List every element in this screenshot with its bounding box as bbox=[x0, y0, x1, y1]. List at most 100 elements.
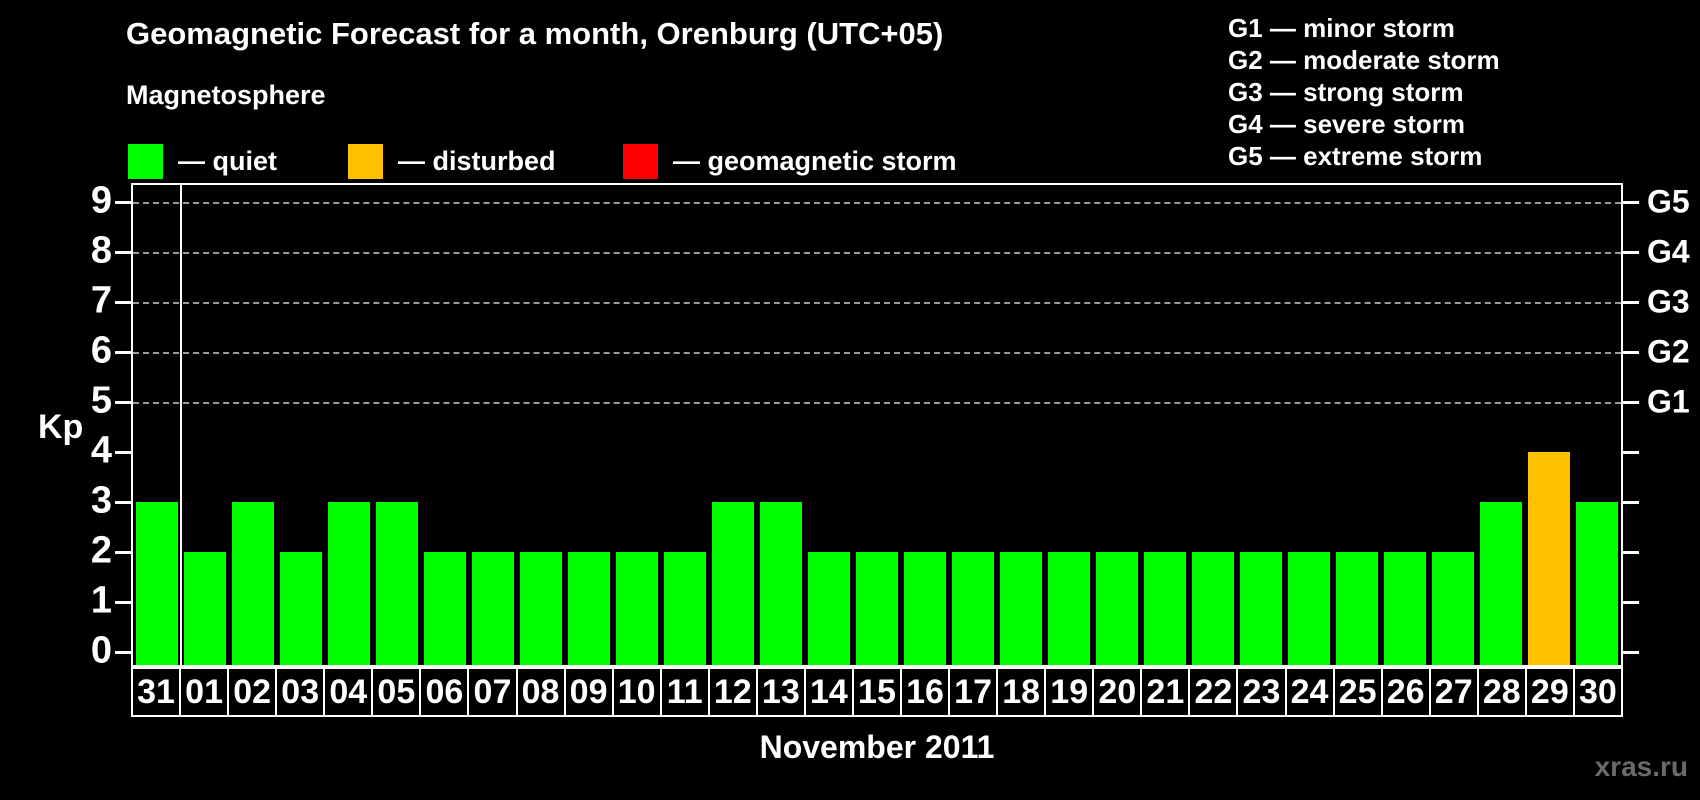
y-tick-label-7: 7 bbox=[90, 279, 112, 322]
plot-area bbox=[131, 183, 1623, 667]
kp-bar-day-28 bbox=[1480, 502, 1522, 665]
kp-axis-label: Kp bbox=[38, 408, 84, 446]
kp-bar-day-20 bbox=[1096, 552, 1138, 665]
legend-item-storm: — geomagnetic storm bbox=[623, 144, 957, 179]
y-tick-label-0: 0 bbox=[90, 629, 112, 672]
day-label-cell-27: 27 bbox=[1431, 669, 1479, 715]
kp-bar-day-04 bbox=[328, 502, 370, 665]
day-label-cell-17: 17 bbox=[950, 669, 999, 715]
day-label-cell-11: 11 bbox=[662, 669, 710, 715]
day-label-cell-16: 16 bbox=[902, 669, 951, 715]
y-tick-left-1 bbox=[115, 601, 131, 604]
y-tick-left-9 bbox=[115, 201, 131, 204]
kp-bar-day-18 bbox=[1000, 552, 1042, 665]
kp-bar-day-16 bbox=[904, 552, 946, 665]
y-tick-label-1: 1 bbox=[90, 579, 112, 622]
kp-bar-day-27 bbox=[1432, 552, 1474, 665]
month-label: November 2011 bbox=[759, 729, 995, 765]
kp-bar-day-15 bbox=[856, 552, 898, 665]
y-tick-left-5 bbox=[115, 401, 131, 404]
y-tick-right-3 bbox=[1623, 501, 1639, 504]
y-tick-left-0 bbox=[115, 651, 131, 654]
g-level-label-g4: G4 bbox=[1647, 233, 1690, 270]
legend-label-storm: — geomagnetic storm bbox=[673, 146, 957, 176]
kp-bar-day-26 bbox=[1384, 552, 1426, 665]
day-label-cell-09: 09 bbox=[566, 669, 614, 715]
storm-scale-line-g2: G2 — moderate storm bbox=[1228, 45, 1500, 75]
kp-bar-day-14 bbox=[808, 552, 850, 665]
kp-bar-day-29 bbox=[1528, 452, 1570, 665]
chart-title: Geomagnetic Forecast for a month, Orenbu… bbox=[126, 16, 944, 51]
g-level-label-g2: G2 bbox=[1647, 333, 1690, 370]
y-tick-right-5 bbox=[1623, 401, 1639, 404]
kp-bar-day-21 bbox=[1144, 552, 1186, 665]
y-tick-right-8 bbox=[1623, 251, 1639, 254]
y-tick-label-5: 5 bbox=[90, 379, 112, 422]
day-label-cell-22: 22 bbox=[1190, 669, 1239, 715]
kp-bar-day-08 bbox=[520, 552, 562, 665]
gridline-kp8 bbox=[133, 252, 1621, 254]
kp-bar-day-10 bbox=[616, 552, 658, 665]
y-tick-left-8 bbox=[115, 251, 131, 254]
day-label-cell-03: 03 bbox=[277, 669, 326, 715]
storm-scale-line-g5: G5 — extreme storm bbox=[1228, 141, 1483, 171]
y-tick-label-2: 2 bbox=[90, 529, 112, 572]
kp-bar-day-24 bbox=[1288, 552, 1330, 665]
y-tick-right-4 bbox=[1623, 451, 1639, 454]
storm-scale-legend: G1 — minor storm G2 — moderate storm G3 … bbox=[1228, 12, 1500, 172]
g-level-label-g1: G1 bbox=[1647, 383, 1690, 420]
month-separator bbox=[180, 185, 182, 665]
day-label-cell-20: 20 bbox=[1094, 669, 1143, 715]
g-level-label-g3: G3 bbox=[1647, 283, 1690, 320]
day-label-cell-01: 01 bbox=[181, 669, 230, 715]
day-label-cell-05: 05 bbox=[373, 669, 422, 715]
magnetosphere-subtitle: Magnetosphere bbox=[126, 80, 326, 110]
day-label-cell-06: 06 bbox=[421, 669, 470, 715]
kp-bar-day-09 bbox=[568, 552, 610, 665]
day-label-cell-31: 31 bbox=[133, 669, 182, 715]
day-label-cell-23: 23 bbox=[1238, 669, 1287, 715]
y-tick-right-1 bbox=[1623, 601, 1639, 604]
gridline-kp9 bbox=[133, 202, 1621, 204]
y-tick-label-9: 9 bbox=[90, 179, 112, 222]
kp-bar-day-05 bbox=[376, 502, 418, 665]
kp-bar-day-07 bbox=[472, 552, 514, 665]
y-tick-right-6 bbox=[1623, 351, 1639, 354]
y-tick-left-4 bbox=[115, 451, 131, 454]
day-label-cell-12: 12 bbox=[710, 669, 758, 715]
day-label-cell-13: 13 bbox=[758, 669, 806, 715]
day-label-cell-04: 04 bbox=[325, 669, 374, 715]
day-label-cell-14: 14 bbox=[806, 669, 854, 715]
day-label-cell-08: 08 bbox=[518, 669, 566, 715]
kp-bar-day-13 bbox=[760, 502, 802, 665]
storm-scale-line-g4: G4 — severe storm bbox=[1228, 109, 1466, 139]
day-label-cell-21: 21 bbox=[1142, 669, 1191, 715]
kp-bar-day-01 bbox=[184, 552, 226, 665]
kp-bar-day-22 bbox=[1192, 552, 1234, 665]
day-label-cell-30: 30 bbox=[1578, 672, 1617, 711]
kp-bar-day-30 bbox=[1576, 502, 1618, 665]
y-tick-left-7 bbox=[115, 301, 131, 304]
y-tick-right-9 bbox=[1623, 201, 1639, 204]
legend-label-disturbed: — disturbed bbox=[398, 146, 556, 176]
day-label-cell-28: 28 bbox=[1479, 669, 1527, 715]
y-tick-left-6 bbox=[115, 351, 131, 354]
kp-bar-day-31 bbox=[136, 502, 178, 665]
quiet-color-swatch-icon bbox=[128, 144, 163, 179]
day-label-cell-19: 19 bbox=[1046, 669, 1095, 715]
y-tick-right-0 bbox=[1623, 651, 1639, 654]
kp-bar-day-02 bbox=[232, 502, 274, 665]
day-label-cell-26: 26 bbox=[1383, 669, 1431, 715]
storm-scale-line-g3: G3 — strong storm bbox=[1228, 77, 1464, 107]
day-label-cell-29: 29 bbox=[1527, 669, 1575, 715]
watermark: xras.ru bbox=[1594, 751, 1688, 782]
day-label-cell-15: 15 bbox=[854, 669, 902, 715]
day-label-row: 31 01 02 03 04 05 06 07 08 09 10 11 12 13 14 15 16 17 18 19… bbox=[131, 667, 1623, 717]
legend-label-quiet: — quiet bbox=[178, 146, 277, 176]
day-label-cell-25: 25 bbox=[1335, 669, 1383, 715]
legend-item-disturbed: — disturbed bbox=[348, 144, 556, 179]
day-label-cell-10: 10 bbox=[614, 669, 662, 715]
day-label-cell-07: 07 bbox=[469, 669, 518, 715]
g-level-label-g5: G5 bbox=[1647, 183, 1690, 220]
kp-bar-day-11 bbox=[664, 552, 706, 665]
